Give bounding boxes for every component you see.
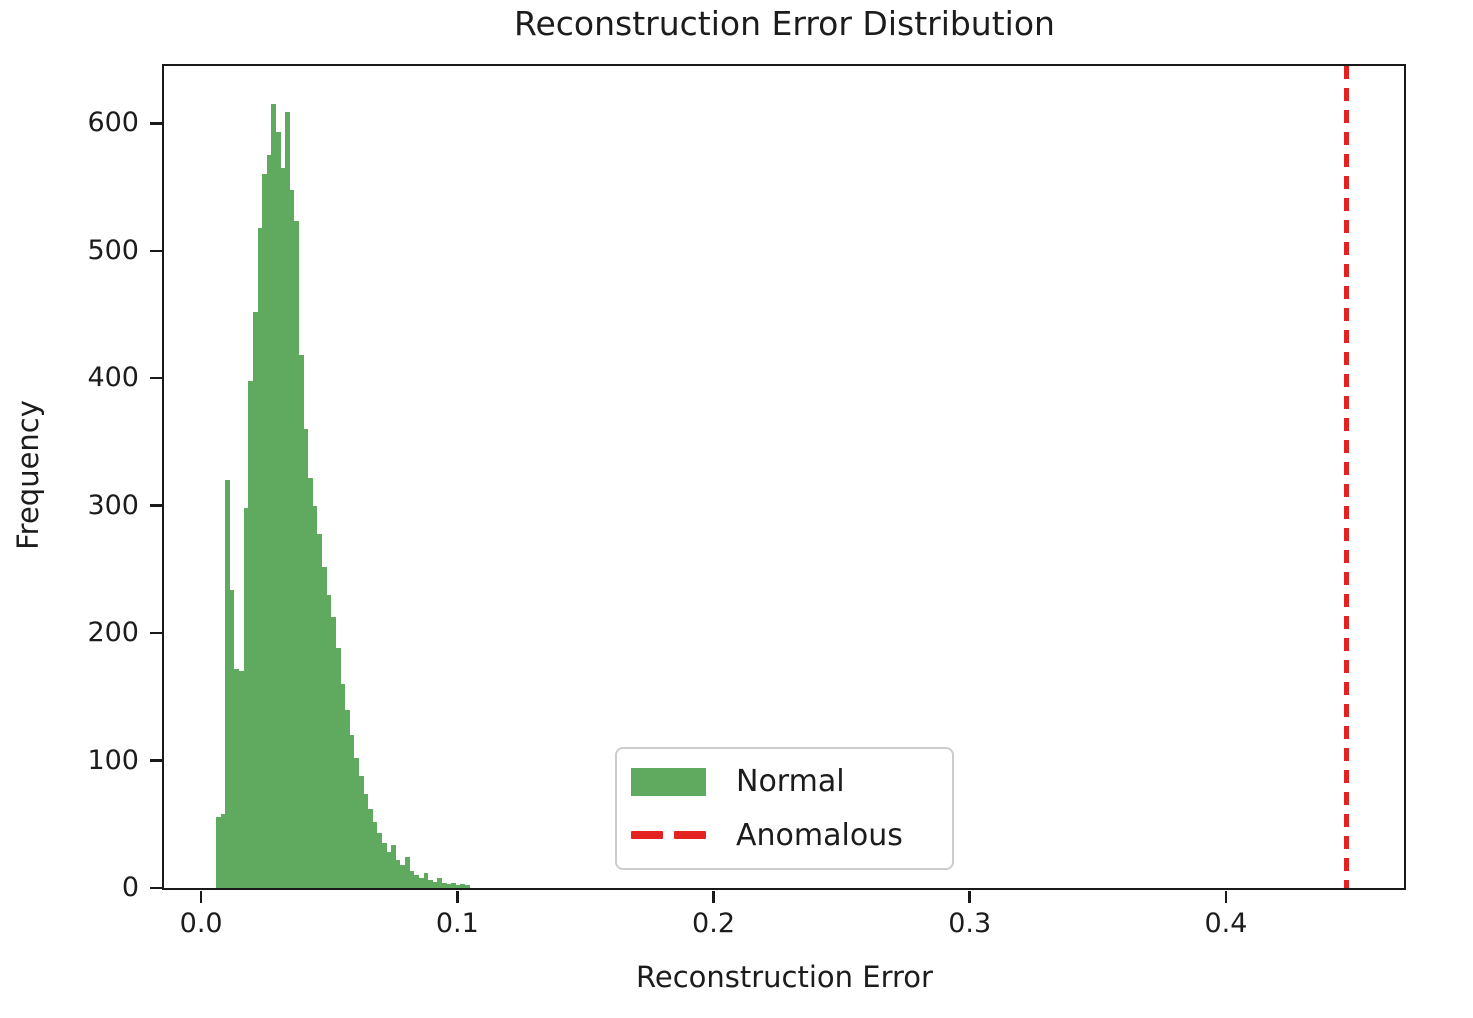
histogram-bar — [326, 594, 332, 888]
histogram-bar — [400, 865, 406, 888]
histogram-bar — [382, 843, 387, 888]
histogram-bar — [358, 775, 364, 888]
y-tick-mark — [149, 249, 162, 253]
x-tick-label: 0.0 — [179, 908, 223, 939]
histogram-bar — [418, 877, 424, 888]
histogram-bar — [220, 814, 226, 888]
y-tick-mark — [149, 631, 162, 635]
y-tick-mark — [149, 759, 162, 762]
histogram-bar — [345, 709, 350, 888]
histogram-bar — [451, 882, 456, 888]
legend: Normal Anomalous — [615, 747, 954, 870]
y-tick-mark — [149, 886, 162, 890]
histogram-bar — [465, 885, 470, 888]
histogram-bar — [299, 355, 304, 888]
x-tick-mark — [712, 890, 715, 903]
histogram-bar — [391, 844, 396, 888]
y-axis-label: Frequency — [11, 400, 45, 550]
histogram-bar — [368, 809, 373, 888]
normal-patch-swatch-icon — [631, 767, 706, 796]
histogram-bar — [225, 480, 230, 888]
histogram-bar — [271, 104, 276, 888]
y-tick-label: 400 — [87, 362, 139, 394]
histogram-bar — [423, 872, 429, 888]
histogram-bar — [409, 871, 415, 888]
x-axis-label: Reconstruction Error — [636, 960, 933, 994]
y-tick-mark — [149, 122, 162, 125]
histogram-bar — [441, 882, 447, 888]
y-tick-label: 500 — [87, 234, 139, 266]
histogram-bar — [428, 880, 433, 888]
histogram-bar — [308, 477, 313, 888]
anomalous-dashed-line-swatch-icon — [631, 831, 706, 840]
histogram-bar — [317, 533, 323, 888]
histogram-bar — [395, 859, 401, 888]
red-dash-icon — [674, 831, 706, 840]
histogram-bar — [243, 508, 249, 888]
histogram-bar — [446, 884, 452, 888]
chart-title: Reconstruction Error Distribution — [514, 4, 1055, 43]
legend-item-normal: Normal — [631, 755, 938, 809]
y-tick-label: 0 — [121, 872, 139, 903]
x-tick-mark — [199, 890, 203, 903]
histogram-bar — [252, 311, 258, 888]
y-tick-label: 600 — [87, 107, 139, 139]
histogram-bar — [248, 380, 253, 888]
histogram-bar — [294, 221, 299, 888]
histogram-bar — [455, 885, 461, 888]
x-tick-label: 0.3 — [948, 908, 992, 939]
histogram-bar — [285, 111, 290, 888]
histogram-bar — [354, 758, 359, 888]
x-tick-label: 0.1 — [435, 908, 479, 939]
y-tick-label: 300 — [87, 489, 139, 521]
red-dash-icon — [631, 831, 663, 840]
x-tick-mark — [968, 890, 971, 903]
y-tick-mark — [149, 376, 162, 380]
x-tick-label: 0.4 — [1204, 908, 1248, 939]
y-tick-label: 200 — [87, 617, 139, 649]
x-tick-mark — [1224, 890, 1228, 903]
histogram-bar — [335, 648, 341, 888]
histogram-bar — [386, 852, 392, 888]
histogram-bar — [280, 167, 286, 888]
anomalous-threshold-line — [1343, 66, 1349, 888]
histogram-bar — [239, 671, 244, 888]
x-tick-mark — [456, 890, 459, 903]
y-tick-label: 100 — [87, 744, 139, 776]
histogram-bar — [349, 735, 355, 888]
histogram-bar — [432, 881, 438, 888]
histogram-bar — [216, 816, 221, 888]
legend-label-normal: Normal — [736, 764, 845, 800]
x-tick-label: 0.2 — [692, 908, 736, 939]
histogram-bar — [460, 884, 466, 888]
histogram-bar — [234, 668, 240, 888]
histogram-bar — [322, 566, 327, 888]
histogram-bar — [437, 877, 442, 888]
histogram-bar — [257, 227, 263, 888]
histogram-bar — [275, 132, 281, 888]
histogram-bar — [262, 174, 267, 888]
legend-item-anomalous: Anomalous — [631, 809, 938, 863]
histogram-bar — [405, 857, 410, 888]
plot-area: Normal Anomalous 0.0 0.1 0.2 0.3 0.4 0 100 200 3… — [87, 64, 1406, 939]
histogram-bar — [340, 684, 346, 888]
legend-label-anomalous: Anomalous — [736, 817, 903, 853]
histogram-bar — [289, 189, 295, 888]
y-tick-mark — [149, 504, 162, 507]
histogram-bar — [414, 875, 419, 888]
histogram-bar — [266, 155, 272, 888]
histogram-bar — [312, 505, 318, 888]
histogram-bar — [229, 589, 235, 888]
histogram-bar — [372, 821, 378, 888]
histogram-bar — [303, 429, 309, 888]
histogram-bar — [363, 793, 369, 888]
histogram-bar — [331, 616, 336, 888]
histogram-bar — [377, 833, 383, 888]
